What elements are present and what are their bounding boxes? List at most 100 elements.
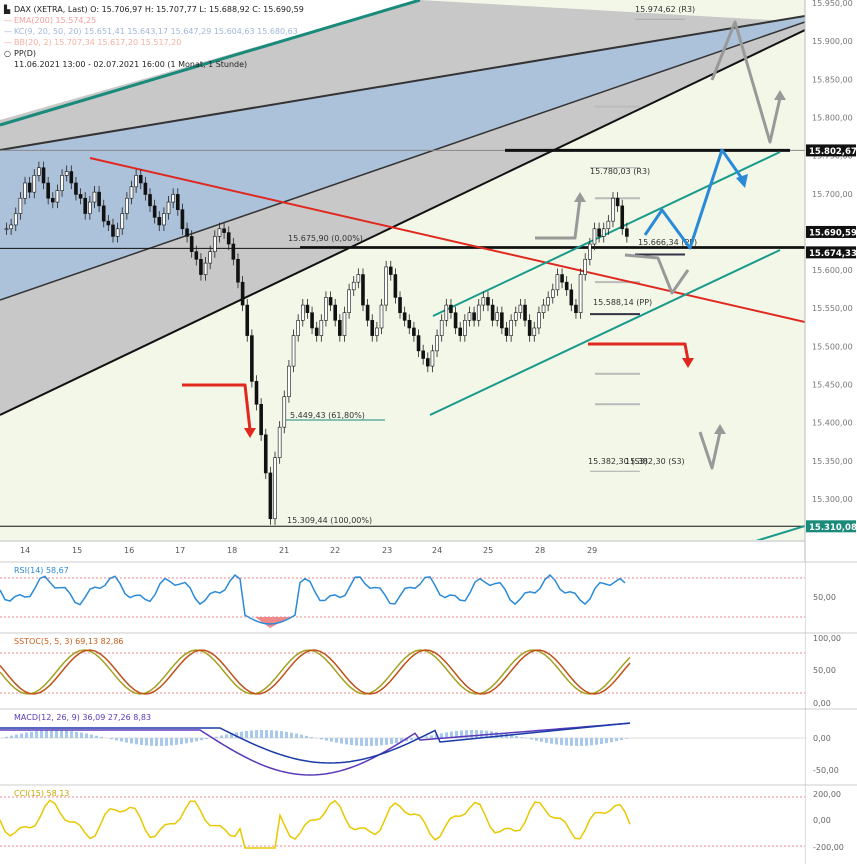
macd-hist-bar [155,738,158,746]
macd-hist-bar [560,738,563,746]
candle-body [375,327,379,336]
price-tick-label: 15.850,00 [812,75,853,84]
macd-hist-bar [625,738,628,739]
rsi-panel: RSI(14) 58,67 50,00 [0,561,857,632]
candle-body [601,228,606,237]
candle-body [513,312,518,321]
macd-hist-bar [480,730,483,738]
price-tag-label: 15.690,59 [809,228,857,238]
macd-hist-bar [165,738,168,746]
macd-hist-bar [255,730,258,738]
macd-hist-bar [20,733,23,738]
channel-upper-line [0,15,805,151]
candle-body [435,335,439,352]
candle-body [472,312,476,321]
candle-body [240,281,245,306]
macd-hist-bar [335,738,338,743]
macd-hist-bar [45,730,48,738]
macd-hist-bar [205,738,208,740]
macd-hist-bar [550,738,553,744]
candle-body [560,274,564,283]
candle-body [222,228,226,233]
chart-icon: ▙ [4,5,11,14]
indicator-tick-label: 0,00 [813,699,831,708]
candle-body [606,220,611,230]
grey-channel [0,0,805,415]
macd-hist-bar [585,738,588,746]
candle-body [444,304,449,321]
indicator-tick-label: -200,00 [813,843,844,852]
candle-body [111,224,115,237]
macd-hist-bar [185,738,188,744]
channel-mid-line [0,21,805,301]
grey-arrow-2 [624,253,690,295]
blue-arrow-head [736,174,748,188]
rsi-line [0,573,626,625]
macd-hist-bar [310,737,313,738]
candle-body [537,312,541,329]
macd-hist-bar [110,738,113,740]
macd-hist-bar [495,731,498,738]
price-tick-label: 15.500,00 [812,342,853,351]
grey-arrow-4-head [714,424,726,434]
indicator-label: MACD(12, 26, 9) 36,09 27,26 8,83 [14,713,151,722]
macd-hist-bar [370,738,373,746]
macd-hist-bar [260,730,263,738]
price-tick-label: 15.550,00 [812,304,853,313]
candle-body [305,304,310,314]
sstoc-panel: SSTOC(5, 5, 3) 69,13 82,86 100,00 50,00 0,0… [0,632,857,708]
price-tag [806,520,856,533]
macd-hist-bar [515,735,518,738]
time-tick-label: 22 [330,546,340,555]
candle-body [453,312,458,329]
macd-hist-bar [65,730,68,738]
sstoc-k [0,649,631,695]
time-tick-label: 16 [124,546,134,555]
macd-hist-bar [605,738,608,744]
candle-body [18,197,23,214]
candle-body [550,289,555,298]
legend-range: 11.06.2021 13:00 - 02.07.2021 16:00 (1 M… [14,60,248,69]
macd-hist-bar [190,738,193,743]
candle-body [310,312,314,329]
macd-hist-bar [140,738,143,745]
macd-hist-bar [15,734,18,738]
panel-bg [0,633,805,708]
macd-hist-bar [5,736,8,738]
macd-hist-bar [295,733,298,738]
candle-body [611,197,615,222]
time-tick-label: 15 [72,546,82,555]
macd-hist-bar [250,730,253,738]
macd-hist-bar [135,738,138,745]
candle-body [578,274,583,314]
candle-body [495,312,500,321]
candle-body [185,228,189,237]
macd-hist-bar [225,734,228,738]
candle-body [416,335,421,352]
macd-hist-bar [275,730,278,738]
candle-body [245,304,250,336]
candle-body [13,213,18,226]
macd-hist-bar [535,738,538,741]
candle-body [194,251,199,260]
price-tag-label: 15.310,08 [809,523,857,533]
macd-hist-bar [230,733,233,738]
macd-hist-bar [570,738,573,746]
macd-hist-bar [600,738,603,745]
macd-hist-bar [160,738,163,746]
macd-hist-bar [220,735,223,738]
candle-body [277,426,282,458]
channel-lower-line [0,29,805,416]
macd-hist-bar [440,733,443,738]
macd-hist-bar [285,731,288,738]
candle-body [273,457,277,520]
candle-body [101,205,106,222]
indicator-tick-label: 0,00 [813,816,831,825]
macd-hist-bar [100,736,103,738]
candle-body [115,228,120,237]
candle-body [296,320,300,336]
indicator-tick-label: 50,00 [813,666,836,675]
macd-hist-bar [60,730,63,738]
macd-hist-bar [425,736,428,738]
